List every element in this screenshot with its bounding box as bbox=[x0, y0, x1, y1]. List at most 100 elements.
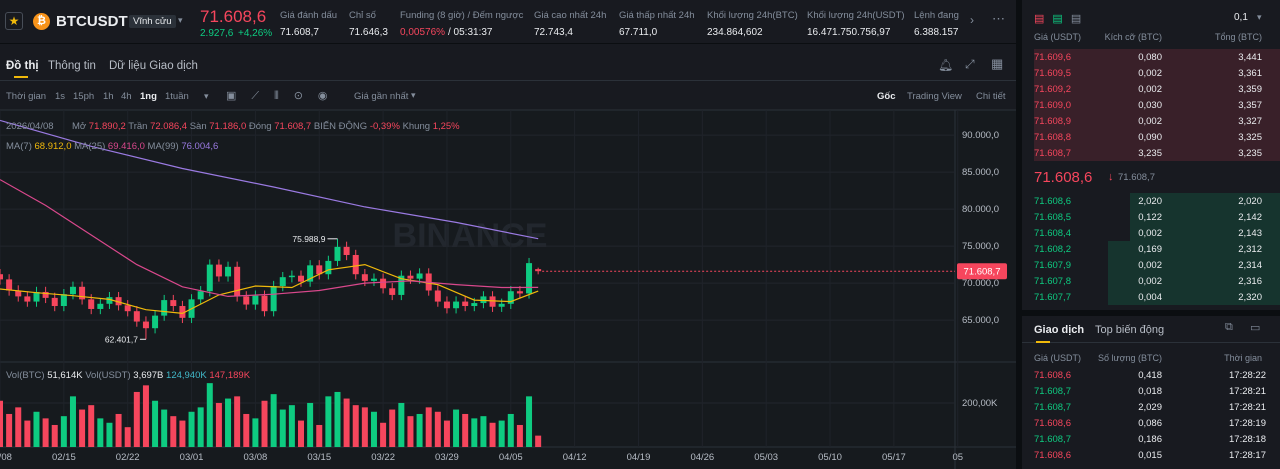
book-row[interactable]: 71.608,5 0,122 2,142 bbox=[1022, 209, 1280, 225]
volume-bar bbox=[279, 409, 286, 447]
trade-time: 17:28:18 bbox=[1229, 434, 1266, 445]
candle-body bbox=[489, 296, 496, 307]
tab[interactable]: Đồ thị bbox=[6, 60, 39, 72]
total: 3,361 bbox=[1238, 68, 1262, 79]
interval[interactable]: 1tuần bbox=[165, 91, 189, 102]
trades-tab[interactable]: Top biến động bbox=[1095, 324, 1165, 336]
tab[interactable]: Dữ liệu Giao dịch bbox=[109, 60, 198, 72]
price: 71.609,2 bbox=[1034, 84, 1071, 95]
x-tick-label: 04/12 bbox=[563, 452, 587, 463]
interval-dropdown[interactable]: ▾ bbox=[204, 91, 209, 101]
price: 71.607,7 bbox=[1034, 292, 1071, 303]
plot-background bbox=[0, 110, 1016, 469]
trades-tab[interactable]: Giao dịch bbox=[1034, 324, 1085, 336]
order-book: ▤▤▤ 0,1 ▾ Giá (USDT) Kích cỡ (BTC) Tổng (B… bbox=[1022, 0, 1280, 310]
interval[interactable]: 4h bbox=[121, 91, 132, 102]
book-row[interactable]: 71.608,8 0,090 3,325 bbox=[1022, 129, 1280, 145]
book-row[interactable]: 71.608,7 3,235 3,235 bbox=[1022, 145, 1280, 161]
volume-bar bbox=[261, 400, 268, 447]
collapse-icon[interactable]: ▭ bbox=[1250, 322, 1261, 334]
depth-bar bbox=[1034, 97, 1280, 113]
volume-bar bbox=[288, 405, 295, 447]
symbol[interactable]: BTCUSDT bbox=[56, 13, 128, 30]
trade-qty: 2,029 bbox=[1138, 402, 1162, 413]
tool-icons[interactable]: ▣⟋⫴⊙◉ bbox=[226, 90, 343, 102]
total: 3,325 bbox=[1238, 132, 1262, 143]
volume-bar bbox=[69, 396, 76, 447]
book-row[interactable]: 71.609,0 0,030 3,357 bbox=[1022, 97, 1280, 113]
legend-label: Khung bbox=[403, 121, 433, 132]
layout-icon[interactable]: ▦ bbox=[991, 56, 1004, 71]
book-row[interactable]: 71.608,9 0,002 3,327 bbox=[1022, 113, 1280, 129]
ma-line bbox=[0, 119, 539, 240]
column-header: Tổng (BTC) bbox=[1214, 32, 1262, 42]
price-type-arrow[interactable]: ▾ bbox=[411, 90, 416, 100]
book-row[interactable]: 71.608,6 2,020 2,020 bbox=[1022, 193, 1280, 209]
interval[interactable]: 1s bbox=[55, 91, 66, 102]
trades-panel: ⧉ ▭ Giao dịch Top biến động Giá (USDT) Số l… bbox=[1022, 316, 1280, 469]
book-row[interactable]: 71.607,8 0,002 2,316 bbox=[1022, 273, 1280, 289]
price: 71.609,0 bbox=[1034, 100, 1071, 111]
candle-body bbox=[389, 288, 396, 295]
trade-price: 71.608,6 bbox=[1034, 418, 1071, 429]
interval[interactable]: 1h bbox=[103, 91, 114, 102]
open-icon[interactable]: ⧉ bbox=[1225, 321, 1233, 333]
candle-body bbox=[60, 294, 67, 307]
candle-body bbox=[498, 303, 505, 307]
depth-select[interactable]: 0,1 bbox=[1234, 12, 1248, 23]
book-row[interactable]: 71.609,6 0,080 3,441 bbox=[1022, 49, 1280, 65]
trade-price: 71.608,6 bbox=[1034, 370, 1071, 381]
volume-bar bbox=[389, 409, 396, 447]
candle-body bbox=[124, 305, 131, 312]
expand-icon[interactable]: ⤢ bbox=[965, 57, 975, 71]
volume-bar bbox=[115, 413, 122, 447]
interval[interactable]: 15ph bbox=[73, 91, 95, 102]
total: 3,327 bbox=[1238, 116, 1262, 127]
view-option[interactable]: Gốc bbox=[877, 91, 896, 102]
candle-body bbox=[79, 286, 86, 300]
depth-bar bbox=[1130, 209, 1280, 225]
x-tick-label: 04/26 bbox=[690, 452, 714, 463]
column-header: Số lượng (BTC) bbox=[1098, 353, 1162, 363]
book-row[interactable]: 71.607,7 0,004 2,320 bbox=[1022, 289, 1280, 305]
trade-time: 17:28:21 bbox=[1229, 386, 1266, 397]
y-tick-label: 80.000,0 bbox=[962, 204, 999, 215]
book-row[interactable]: 71.608,2 0,169 2,312 bbox=[1022, 241, 1280, 257]
alert-icon[interactable]: 🔔︎ bbox=[938, 58, 954, 72]
depth-bar bbox=[1034, 65, 1280, 81]
volume-bar bbox=[307, 402, 314, 447]
volume-bar bbox=[88, 405, 95, 447]
price-type[interactable]: Giá gần nhất bbox=[354, 91, 409, 102]
candle-body bbox=[298, 275, 305, 282]
total: 3,357 bbox=[1238, 100, 1262, 111]
dropdown-arrow[interactable]: ▾ bbox=[178, 15, 183, 25]
book-row[interactable]: 71.608,4 0,002 2,143 bbox=[1022, 225, 1280, 241]
volume-bar bbox=[526, 396, 533, 447]
size: 0,002 bbox=[1138, 84, 1162, 95]
volume-bar bbox=[106, 422, 113, 447]
favorite-star[interactable]: ★ bbox=[5, 12, 23, 30]
volume-bar bbox=[79, 409, 86, 447]
ma-line bbox=[0, 263, 539, 315]
candle-body bbox=[243, 296, 250, 305]
legend-row: Mở 71.890,2 Trần 72.086,4 Sàn 71.186,0 Đ… bbox=[72, 121, 460, 132]
book-row[interactable]: 71.609,5 0,002 3,361 bbox=[1022, 65, 1280, 81]
book-mode-icons[interactable]: ▤▤▤ bbox=[1034, 13, 1090, 25]
more-menu[interactable]: ⋯ bbox=[992, 11, 1005, 26]
candle-body bbox=[407, 275, 414, 279]
depth-arrow[interactable]: ▾ bbox=[1257, 12, 1262, 22]
view-option[interactable]: Trading View bbox=[907, 91, 962, 102]
interval[interactable]: 1ng bbox=[140, 91, 157, 102]
volume-bar bbox=[15, 407, 22, 447]
book-row[interactable]: 71.607,9 0,002 2,314 bbox=[1022, 257, 1280, 273]
total: 2,314 bbox=[1238, 260, 1262, 271]
size: 0,002 bbox=[1138, 276, 1162, 287]
view-option[interactable]: Chi tiết bbox=[976, 91, 1006, 102]
ma-line bbox=[0, 179, 539, 298]
scroll-right[interactable]: › bbox=[970, 13, 974, 27]
last-price: 71.608,6 bbox=[200, 7, 267, 26]
volume-bar bbox=[133, 391, 140, 447]
tab[interactable]: Thông tin bbox=[48, 60, 96, 72]
book-row[interactable]: 71.609,2 0,002 3,359 bbox=[1022, 81, 1280, 97]
total: 3,441 bbox=[1238, 52, 1262, 63]
